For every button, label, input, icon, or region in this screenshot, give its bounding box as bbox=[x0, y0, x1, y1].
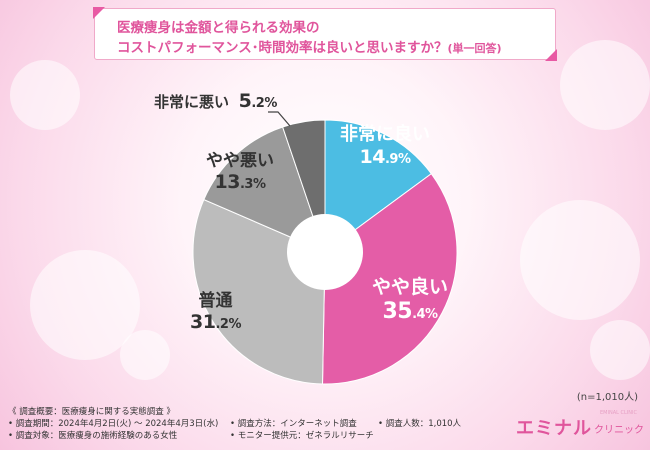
slice-name-very-good: 非常に良い bbox=[340, 124, 430, 145]
survey-provider: • モニター提供元：ゼネラルリサーチ bbox=[230, 431, 374, 441]
survey-people: • 調査人数：1,010人 bbox=[378, 419, 462, 429]
brand-logo-sub-text: クリニック bbox=[594, 425, 644, 436]
survey-summary: 《 調査概要：医療痩身に関する実態調査 》 bbox=[8, 407, 175, 417]
slice-value-somewhat-bad: 13.3% bbox=[214, 171, 266, 193]
slice-name-somewhat-bad: やや悪い bbox=[206, 151, 274, 171]
slice-name-very-bad: 非常に悪い bbox=[154, 93, 230, 111]
chart-title-box: 医療痩身は金額と得られる効果の コストパフォーマンス･時間効率は良いと思いますか… bbox=[93, 7, 557, 61]
survey-target: • 調査対象：医療痩身の施術経験のある女性 bbox=[8, 431, 178, 441]
slice-label-very-bad: 非常に悪い 5.2% bbox=[154, 90, 277, 112]
brand-logo-tiny-text: EMINAL CLINIC bbox=[600, 410, 637, 416]
leader-line-very-bad bbox=[268, 111, 291, 127]
chart-title-suffix: (単一回答) bbox=[447, 42, 502, 55]
survey-period: • 調査期間：2024年4月2日(火) ～ 2024年4月3日(水) bbox=[8, 419, 219, 429]
pie-slice-somewhat-bad bbox=[203, 126, 326, 253]
pie-slice-very-good bbox=[324, 119, 432, 253]
sample-size-note: (n=1,010人) bbox=[576, 392, 638, 403]
title-corner-decoration bbox=[93, 7, 105, 19]
chart-title-line1: 医療痩身は金額と得られる効果の bbox=[117, 20, 320, 36]
brand-logo-main-text: エミナル bbox=[516, 418, 592, 439]
title-corner-decoration bbox=[545, 49, 557, 61]
slice-label-normal: 普通 31.2% bbox=[190, 286, 241, 333]
slice-name-normal: 普通 bbox=[198, 291, 233, 311]
survey-method: • 調査方法：インターネット調査 bbox=[230, 419, 357, 429]
slice-value-normal: 31.2% bbox=[190, 311, 241, 333]
slice-name-somewhat-good: やや良い bbox=[372, 276, 449, 298]
chart-title-line2: コストパフォーマンス･時間効率は良いと思いますか？(単一回答) bbox=[117, 36, 502, 56]
chart-title-line2-text: コストパフォーマンス･時間効率は良いと思いますか？ bbox=[117, 40, 448, 56]
slice-value-somewhat-good: 35.4% bbox=[382, 299, 438, 324]
brand-logo: EMINAL CLINIC エミナル クリニック bbox=[516, 410, 644, 440]
slice-value-very-bad: 5.2% bbox=[238, 90, 278, 112]
slice-label-somewhat-bad: やや悪い 13.3% bbox=[206, 146, 274, 193]
slice-label-somewhat-good: やや良い 35.4% bbox=[372, 272, 448, 324]
slice-value-very-good: 14.9% bbox=[359, 146, 411, 168]
pie-slice-somewhat-good bbox=[322, 173, 458, 385]
donut-hole bbox=[287, 214, 363, 290]
slice-label-very-good: 非常に良い 14.9% bbox=[340, 120, 430, 168]
